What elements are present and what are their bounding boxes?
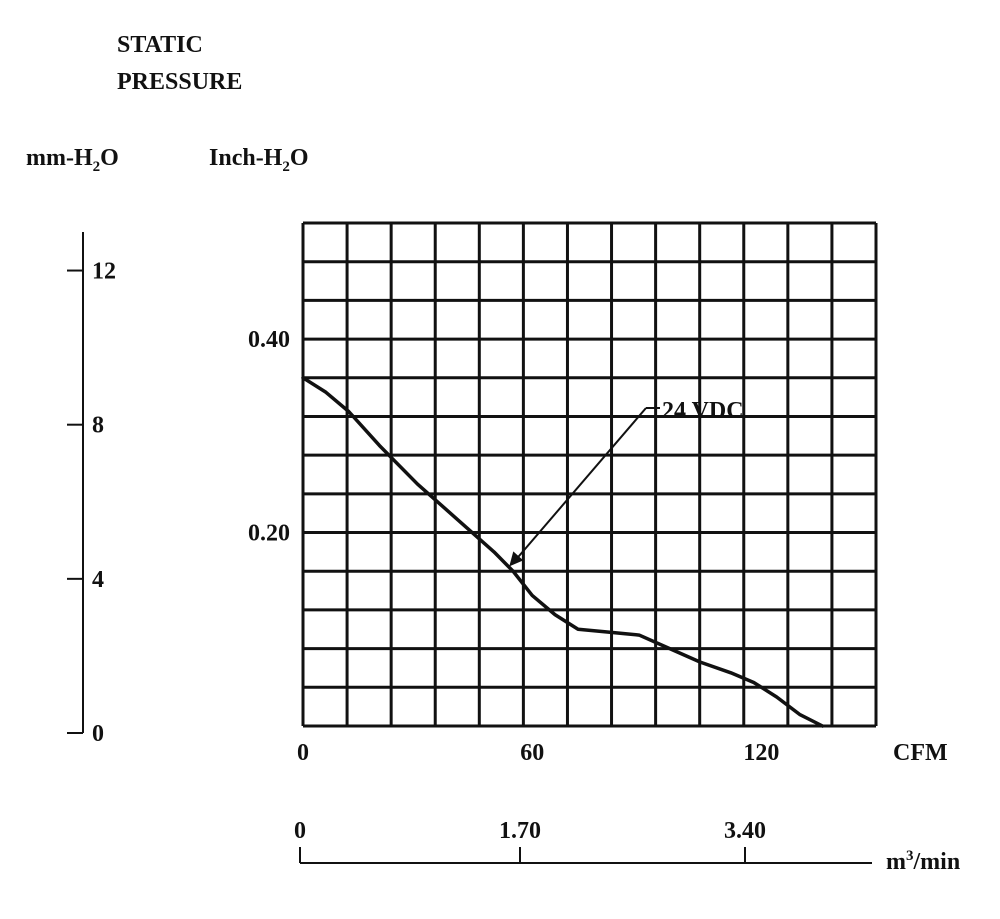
chart-title-line2: PRESSURE bbox=[117, 69, 243, 95]
x2-axis-tick-label: 0 bbox=[294, 818, 306, 844]
x-tick-label: 60 bbox=[520, 740, 544, 766]
left-axis-tick-label: 4 bbox=[92, 567, 104, 593]
x-tick-label: 120 bbox=[743, 740, 779, 766]
left-axis-tick-label: 0 bbox=[92, 721, 104, 747]
left-axis-tick-label: 12 bbox=[92, 259, 116, 285]
x2-axis-unit-label: m3/min bbox=[886, 848, 961, 875]
left-axis-unit-label: mm-H2O bbox=[26, 145, 119, 175]
annotation-label: 24 VDC bbox=[662, 398, 744, 424]
x2-axis-tick-label: 1.70 bbox=[499, 818, 541, 844]
left-axis-tick-label: 8 bbox=[92, 413, 104, 439]
x2-axis-tick-label: 3.40 bbox=[724, 818, 766, 844]
x-tick-label: 0 bbox=[297, 740, 309, 766]
y-tick-label: 0.20 bbox=[248, 521, 290, 547]
series-line-24vdc bbox=[301, 376, 825, 728]
annotation-arrowhead bbox=[509, 551, 524, 567]
annotation-arrow-line bbox=[514, 407, 647, 562]
x-axis-unit-label: CFM bbox=[893, 740, 948, 766]
chart-title-line1: STATIC bbox=[117, 32, 203, 58]
y-tick-label: 0.40 bbox=[248, 327, 290, 353]
y-axis-unit-label: Inch-H2O bbox=[209, 145, 309, 175]
